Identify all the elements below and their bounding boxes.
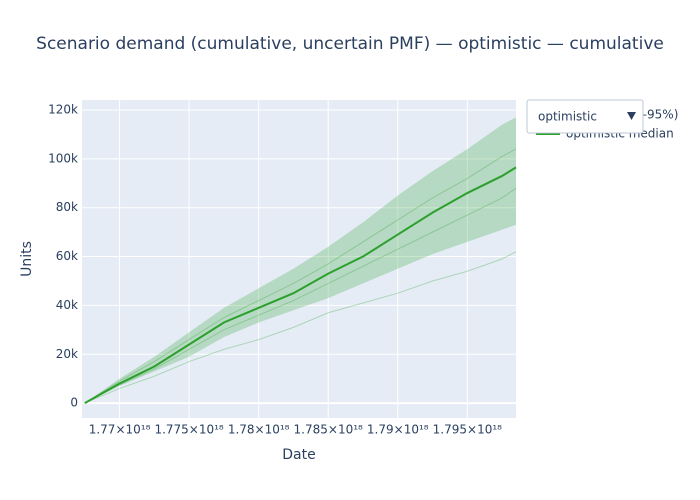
sample-line	[84, 148, 517, 404]
x-tick-label: 1.795×10¹⁸	[433, 423, 502, 437]
plot-background	[82, 100, 516, 418]
x-tick-label: 1.785×10¹⁸	[294, 423, 363, 437]
chart-title: Scenario demand (cumulative, uncertain P…	[36, 34, 664, 54]
y-tick-label: 120k	[48, 103, 78, 117]
sample-line	[84, 251, 517, 404]
y-axis-title: Units	[19, 241, 35, 277]
dropdown-box[interactable]	[526, 99, 644, 134]
x-tick-label: 1.78×10¹⁸	[228, 423, 290, 437]
y-tick-label: 100k	[48, 151, 78, 165]
median-line	[84, 166, 517, 404]
dropdown[interactable]: optimistic	[526, 99, 644, 134]
dropdown-label[interactable]: optimistic	[538, 110, 597, 124]
y-tick-label: 20k	[56, 347, 78, 361]
y-tick-label: 80k	[56, 200, 78, 214]
dropdown-arrow[interactable]	[627, 112, 636, 120]
plot-area: 0 20k 40k 60k 80k 100k 120k 1.77×10¹⁸ 1.775×10¹⁸…	[48, 100, 517, 437]
x-axis-title: Date	[282, 447, 315, 463]
y-tick-label: 40k	[56, 298, 78, 312]
sample-line	[84, 187, 517, 404]
x-tick-label: 1.775×10¹⁸	[154, 423, 223, 437]
uncertainty-band	[84, 117, 517, 404]
y-tick-label: 60k	[56, 249, 78, 263]
x-tick-label: 1.77×10¹⁸	[89, 423, 151, 437]
y-tick-label: 0	[70, 396, 78, 410]
x-tick-label: 1.79×10¹⁸	[367, 423, 429, 437]
